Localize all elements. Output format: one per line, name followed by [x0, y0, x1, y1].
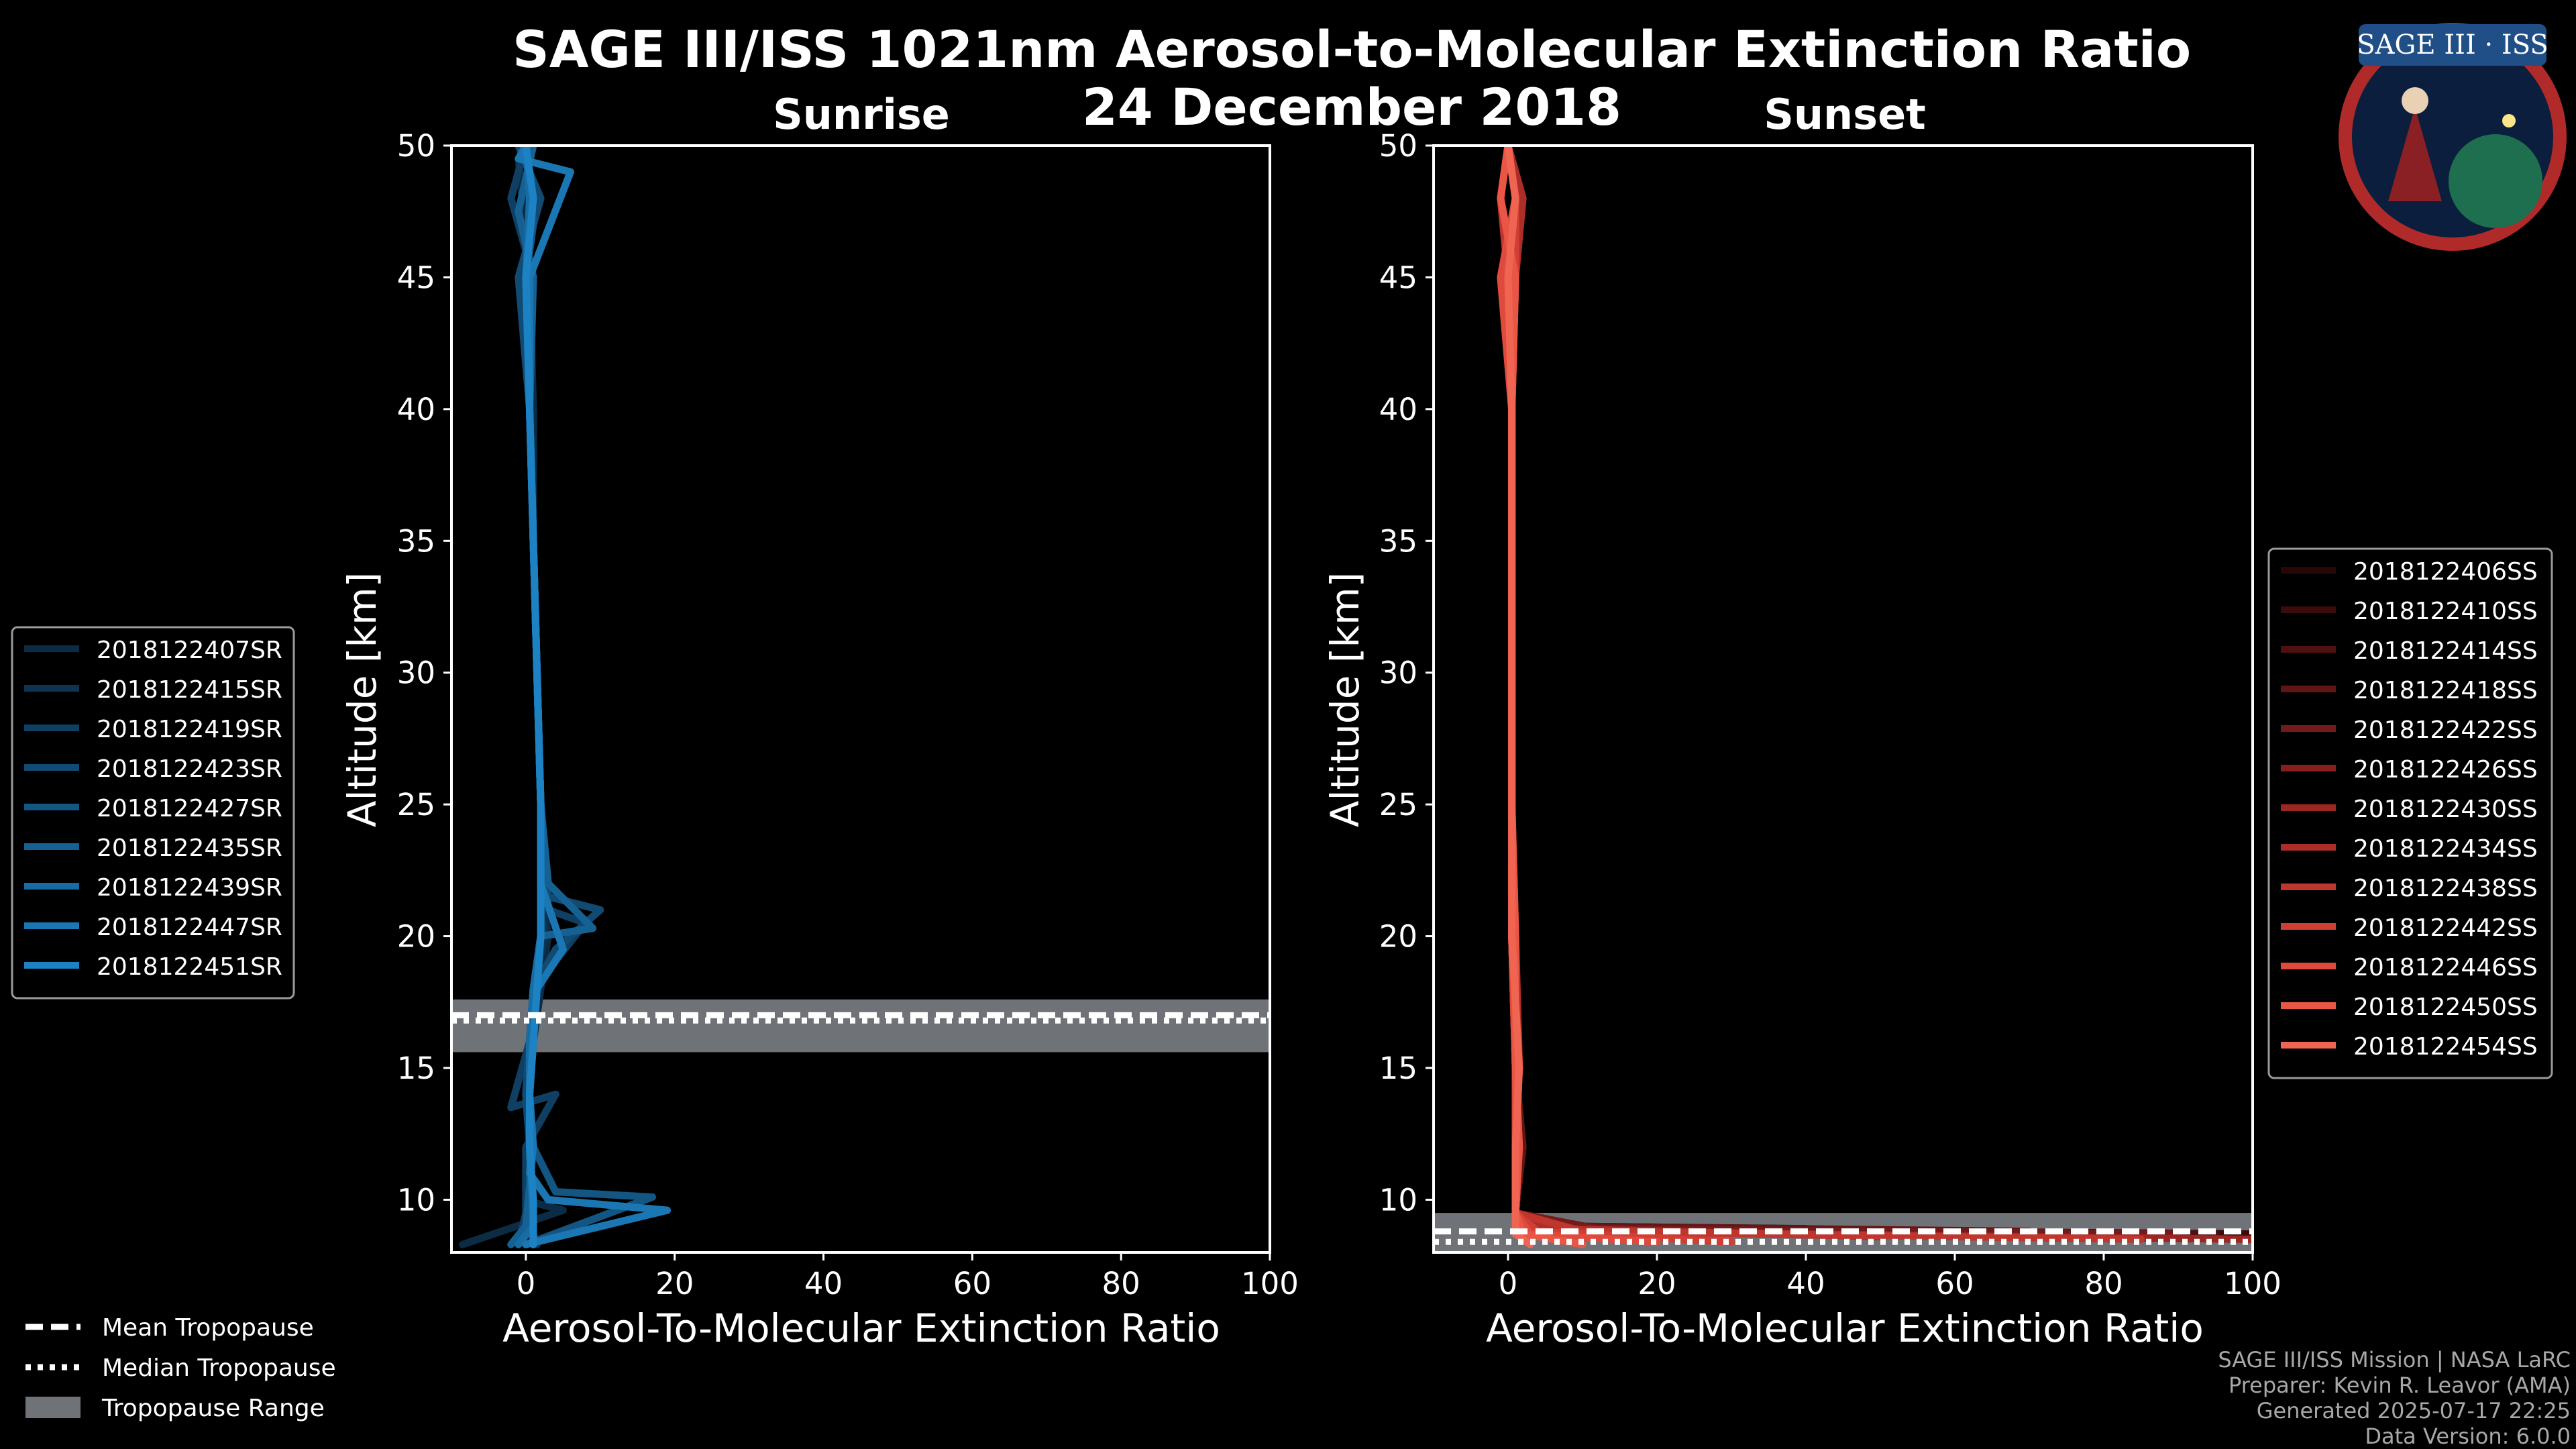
sunset-legend-frame [2267, 547, 2553, 1079]
sunrise-y-tick-label: 50 [397, 128, 435, 164]
chart-title: SAGE III/ISS 1021nm Aerosol-to-Molecular… [513, 19, 2191, 79]
logo-earth [2449, 134, 2542, 228]
legend-label-2018122423SR: 2018122423SR [97, 755, 282, 783]
legend-label-2018122435SR: 2018122435SR [97, 835, 282, 862]
sunrise-y-tick-label: 15 [397, 1051, 435, 1086]
sunrise-x-tick-label: 100 [1241, 1266, 1299, 1301]
legend-label-2018122451SR: 2018122451SR [97, 953, 282, 981]
mean-tropopause-legend-label: Mean Tropopause [102, 1314, 314, 1342]
legend-label-2018122430SS: 2018122430SS [2353, 796, 2538, 823]
sunrise-x-tick-label: 80 [1102, 1266, 1140, 1301]
sunset-y-axis-label: Altitude [km] [1322, 572, 1368, 827]
legend-label-2018122406SS: 2018122406SS [2353, 558, 2538, 586]
legend-label-2018122410SS: 2018122410SS [2353, 598, 2538, 625]
sunset-y-tick-label: 30 [1379, 655, 1417, 691]
tropopause-range-swatch [25, 1397, 80, 1418]
sunrise-y-axis-label: Altitude [km] [339, 572, 385, 827]
tropopause-range-legend-label: Tropopause Range [101, 1395, 325, 1422]
sunrise-x-tick-label: 60 [953, 1266, 991, 1301]
legend-label-2018122447SR: 2018122447SR [97, 914, 282, 941]
legend-label-2018122446SS: 2018122446SS [2353, 954, 2538, 981]
sunset-x-tick-label: 100 [2224, 1266, 2282, 1301]
sage-iii-iss-logo: SAGE III · ISS [2339, 23, 2567, 251]
sunset-panel: Sunset Aerosol-To-Molecular Extinction R… [1322, 90, 2282, 1351]
sunset-y-tick-label: 50 [1379, 128, 1417, 164]
sunrise-y-tick-label: 30 [397, 655, 435, 691]
sunset-y-tick-label: 45 [1379, 260, 1417, 295]
sunset-y-tick-label: 20 [1379, 919, 1417, 955]
credit-generated: Generated 2025-07-17 22:25 [2257, 1398, 2571, 1424]
logo-top-text: SAGE III · ISS [2357, 30, 2548, 60]
sunset-y-tick-label: 25 [1379, 787, 1417, 822]
legend-label-2018122414SS: 2018122414SS [2353, 637, 2538, 665]
sunrise-x-tick-label: 40 [804, 1266, 843, 1301]
sunset-y-tick-label: 35 [1379, 523, 1417, 559]
sunset-x-tick-label: 20 [1638, 1266, 1676, 1301]
credits: SAGE III/ISS Mission | NASA LaRC Prepare… [2218, 1347, 2571, 1449]
sunrise-axes-frame [450, 144, 1271, 1254]
sunrise-y-tick-label: 35 [397, 523, 435, 559]
legend-label-2018122418SS: 2018122418SS [2353, 677, 2538, 704]
sunset-x-tick-label: 40 [1786, 1266, 1825, 1301]
sunset-legend: 2018122406SS 2018122410SS 2018122414SS 2018… [2267, 547, 2553, 1079]
legend-label-2018122438SS: 2018122438SS [2353, 875, 2538, 902]
median-tropopause-legend-label: Median Tropopause [102, 1354, 336, 1382]
logo-moon [2502, 114, 2516, 127]
legend-label-2018122407SR: 2018122407SR [97, 637, 282, 664]
sunrise-tropopause-range [451, 999, 1270, 1053]
legend-label-2018122439SR: 2018122439SR [97, 874, 282, 902]
sunrise-x-axis-label: Aerosol-To-Molecular Extinction Ratio [502, 1305, 1220, 1351]
legend-label-2018122422SS: 2018122422SS [2353, 716, 2538, 744]
sunset-x-tick-label: 0 [1499, 1266, 1518, 1301]
logo-sage-figure [2388, 107, 2442, 201]
sunset-panel-title: Sunset [1764, 90, 1926, 139]
legend-label-2018122434SS: 2018122434SS [2353, 835, 2538, 863]
sunset-x-tick-label: 80 [2084, 1266, 2123, 1301]
legend-label-2018122427SR: 2018122427SR [97, 795, 282, 822]
sunrise-x-tick-label: 0 [517, 1266, 536, 1301]
sunrise-legend-frame [11, 626, 295, 1000]
sunset-y-tick-label: 10 [1379, 1182, 1417, 1218]
legend-label-2018122426SS: 2018122426SS [2353, 756, 2538, 784]
sunset-y-tick-label: 15 [1379, 1051, 1417, 1086]
sunrise-x-tick-label: 20 [655, 1266, 694, 1301]
sunset-axes-frame [1432, 144, 2254, 1254]
sunrise-y-tick-label: 25 [397, 787, 435, 822]
series-line-2018122451SR [522, 146, 545, 1248]
legend-label-2018122419SR: 2018122419SR [97, 716, 282, 743]
sunset-series-group [1497, 146, 2253, 1248]
sunrise-legend: 2018122407SR 2018122415SR 2018122419SR 2018… [11, 626, 295, 1000]
sunrise-series-group [459, 146, 672, 1248]
chart-subtitle: 24 December 2018 [1082, 77, 1621, 137]
sunset-x-axis-label: Aerosol-To-Molecular Extinction Ratio [1486, 1305, 2204, 1351]
sunrise-panel: Sunrise Aerosol-To-Molecular Extinction … [339, 90, 1299, 1351]
sunrise-panel-title: Sunrise [773, 90, 950, 139]
sunrise-y-tick-label: 20 [397, 919, 435, 955]
legend-label-2018122454SS: 2018122454SS [2353, 1033, 2538, 1061]
sunrise-y-tick-label: 45 [397, 260, 435, 295]
credit-data-version: Data Version: 6.0.0 [2365, 1424, 2571, 1449]
sunrise-y-tick-label: 10 [397, 1182, 435, 1218]
credit-mission: SAGE III/ISS Mission | NASA LaRC [2218, 1347, 2571, 1373]
legend-label-2018122450SS: 2018122450SS [2353, 994, 2538, 1021]
sunset-y-tick-label: 40 [1379, 392, 1417, 427]
series-line-2018122454SS [1504, 146, 1534, 1248]
credit-preparer: Preparer: Kevin R. Leavor (AMA) [2229, 1373, 2571, 1398]
logo-sage-head [2402, 87, 2428, 114]
logo-banner [2359, 24, 2546, 66]
sunrise-y-tick-label: 40 [397, 392, 435, 427]
sunset-x-tick-label: 60 [1935, 1266, 1974, 1301]
tropopause-legend: Mean Tropopause Median Tropopause Tropop… [25, 1314, 336, 1422]
legend-label-2018122442SS: 2018122442SS [2353, 914, 2538, 942]
legend-label-2018122415SR: 2018122415SR [97, 676, 282, 704]
